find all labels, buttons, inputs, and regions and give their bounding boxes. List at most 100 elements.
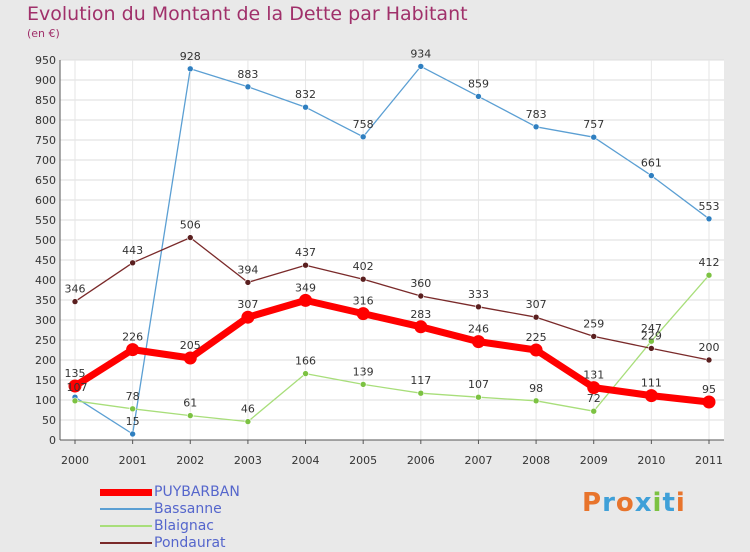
logo-letter: i xyxy=(675,488,686,518)
data-point-puybarban xyxy=(183,351,197,365)
logo-letter: P xyxy=(582,488,603,518)
x-tick-label: 2011 xyxy=(695,454,723,467)
y-tick-label: 300 xyxy=(35,314,56,327)
y-tick-label: 500 xyxy=(35,234,56,247)
data-point-puybarban xyxy=(68,379,82,393)
data-label-bassanne: 757 xyxy=(583,118,604,131)
data-label-bassanne: 832 xyxy=(295,88,316,101)
data-label-blaignac: 98 xyxy=(529,382,543,395)
y-tick-label: 900 xyxy=(35,74,56,87)
data-label-blaignac: 117 xyxy=(410,374,431,387)
legend-swatch xyxy=(100,508,152,510)
proxiti-logo: Proxiti xyxy=(582,488,686,518)
y-tick-label: 850 xyxy=(35,94,56,107)
series-line-pondaurat xyxy=(74,236,710,361)
data-label-puybarban: 111 xyxy=(641,377,662,390)
y-tick-label: 750 xyxy=(35,134,56,147)
data-point-bassanne xyxy=(532,123,540,131)
data-label-pondaurat: 333 xyxy=(468,288,489,301)
legend-swatch xyxy=(100,525,152,527)
data-label-blaignac: 61 xyxy=(183,397,197,410)
data-label-pondaurat: 259 xyxy=(583,317,604,330)
data-point-pondaurat xyxy=(359,275,367,283)
data-point-bassanne xyxy=(590,133,598,141)
legend-label: PUYBARBAN xyxy=(154,484,240,500)
data-point-bassanne xyxy=(417,63,425,70)
data-point-pondaurat xyxy=(186,234,194,241)
data-label-pondaurat: 437 xyxy=(295,246,316,259)
data-point-blaignac xyxy=(475,393,482,401)
logo-letter: o xyxy=(615,488,635,518)
data-point-puybarban xyxy=(241,310,255,324)
data-point-blaignac xyxy=(129,405,136,413)
data-point-bassanne xyxy=(359,133,367,141)
data-point-blaignac xyxy=(705,271,713,279)
data-point-bassanne xyxy=(648,172,655,179)
data-point-bassanne xyxy=(475,93,482,100)
chart-title: Evolution du Montant de la Dette par Hab… xyxy=(27,3,468,25)
data-point-puybarban xyxy=(587,381,601,395)
x-tick-label: 2008 xyxy=(522,454,550,467)
data-point-pondaurat xyxy=(71,298,79,305)
data-point-pondaurat xyxy=(705,356,713,364)
y-tick-label: 650 xyxy=(35,174,56,187)
data-label-puybarban: 307 xyxy=(237,298,258,311)
data-point-blaignac xyxy=(417,389,425,397)
x-tick-label: 2000 xyxy=(61,454,89,467)
data-point-blaignac xyxy=(186,412,194,419)
y-tick-label: 700 xyxy=(35,154,56,167)
data-label-puybarban: 135 xyxy=(65,367,86,380)
data-point-blaignac xyxy=(590,407,598,415)
data-label-blaignac: 139 xyxy=(353,365,374,378)
x-tick-label: 2001 xyxy=(119,454,147,467)
data-point-blaignac xyxy=(648,337,655,345)
data-label-bassanne: 928 xyxy=(180,50,201,63)
legend-swatch xyxy=(100,488,152,496)
y-tick-label: 550 xyxy=(35,214,56,227)
x-tick-label: 2003 xyxy=(234,454,262,467)
y-tick-label: 150 xyxy=(35,374,56,387)
data-label-pondaurat: 443 xyxy=(122,244,143,257)
data-point-pondaurat xyxy=(129,259,136,267)
x-tick-label: 2006 xyxy=(407,454,435,467)
data-label-blaignac: 166 xyxy=(295,355,316,368)
series-line-blaignac xyxy=(74,274,710,423)
data-label-bassanne: 107 xyxy=(67,381,88,394)
data-point-puybarban xyxy=(414,320,428,334)
data-label-puybarban: 95 xyxy=(702,383,716,396)
data-label-bassanne: 758 xyxy=(353,118,374,131)
data-point-puybarban xyxy=(471,335,485,349)
data-label-pondaurat: 200 xyxy=(699,341,720,354)
data-point-pondaurat xyxy=(302,261,309,269)
legend-label: Pondaurat xyxy=(154,535,226,551)
legend-swatch xyxy=(100,542,152,544)
x-tick-label: 2009 xyxy=(580,454,608,467)
axes: 0 50 100 150 200 250 300 350 400 450 500 550 600 650 7… xyxy=(35,54,724,467)
data-label-pondaurat: 229 xyxy=(641,329,662,342)
data-point-pondaurat xyxy=(244,279,252,286)
data-point-blaignac xyxy=(359,381,367,388)
data-label-puybarban: 316 xyxy=(353,295,374,308)
y-tick-label: 250 xyxy=(35,334,56,347)
y-tick-label: 350 xyxy=(35,294,56,307)
data-label-blaignac: 107 xyxy=(468,378,489,391)
y-tick-label: 450 xyxy=(35,254,56,267)
data-point-pondaurat xyxy=(590,333,598,340)
data-label-blaignac: 78 xyxy=(126,390,140,403)
data-label-bassanne: 934 xyxy=(410,47,431,60)
data-point-puybarban xyxy=(299,293,313,307)
data-point-bassanne xyxy=(129,430,136,438)
data-point-pondaurat xyxy=(648,345,655,352)
data-label-bassanne: 783 xyxy=(526,108,547,121)
logo-letter: r xyxy=(602,488,616,518)
grid-lines xyxy=(60,59,724,440)
data-label-puybarban: 349 xyxy=(295,281,316,294)
data-point-blaignac xyxy=(302,370,309,377)
y-tick-label: 100 xyxy=(35,394,56,407)
data-point-blaignac xyxy=(532,397,540,405)
data-label-puybarban: 131 xyxy=(583,369,604,382)
data-point-bassanne xyxy=(244,83,252,91)
data-label-puybarban: 205 xyxy=(180,339,201,352)
y-tick-label: 0 xyxy=(49,434,56,447)
data-label-blaignac: 46 xyxy=(241,403,255,416)
